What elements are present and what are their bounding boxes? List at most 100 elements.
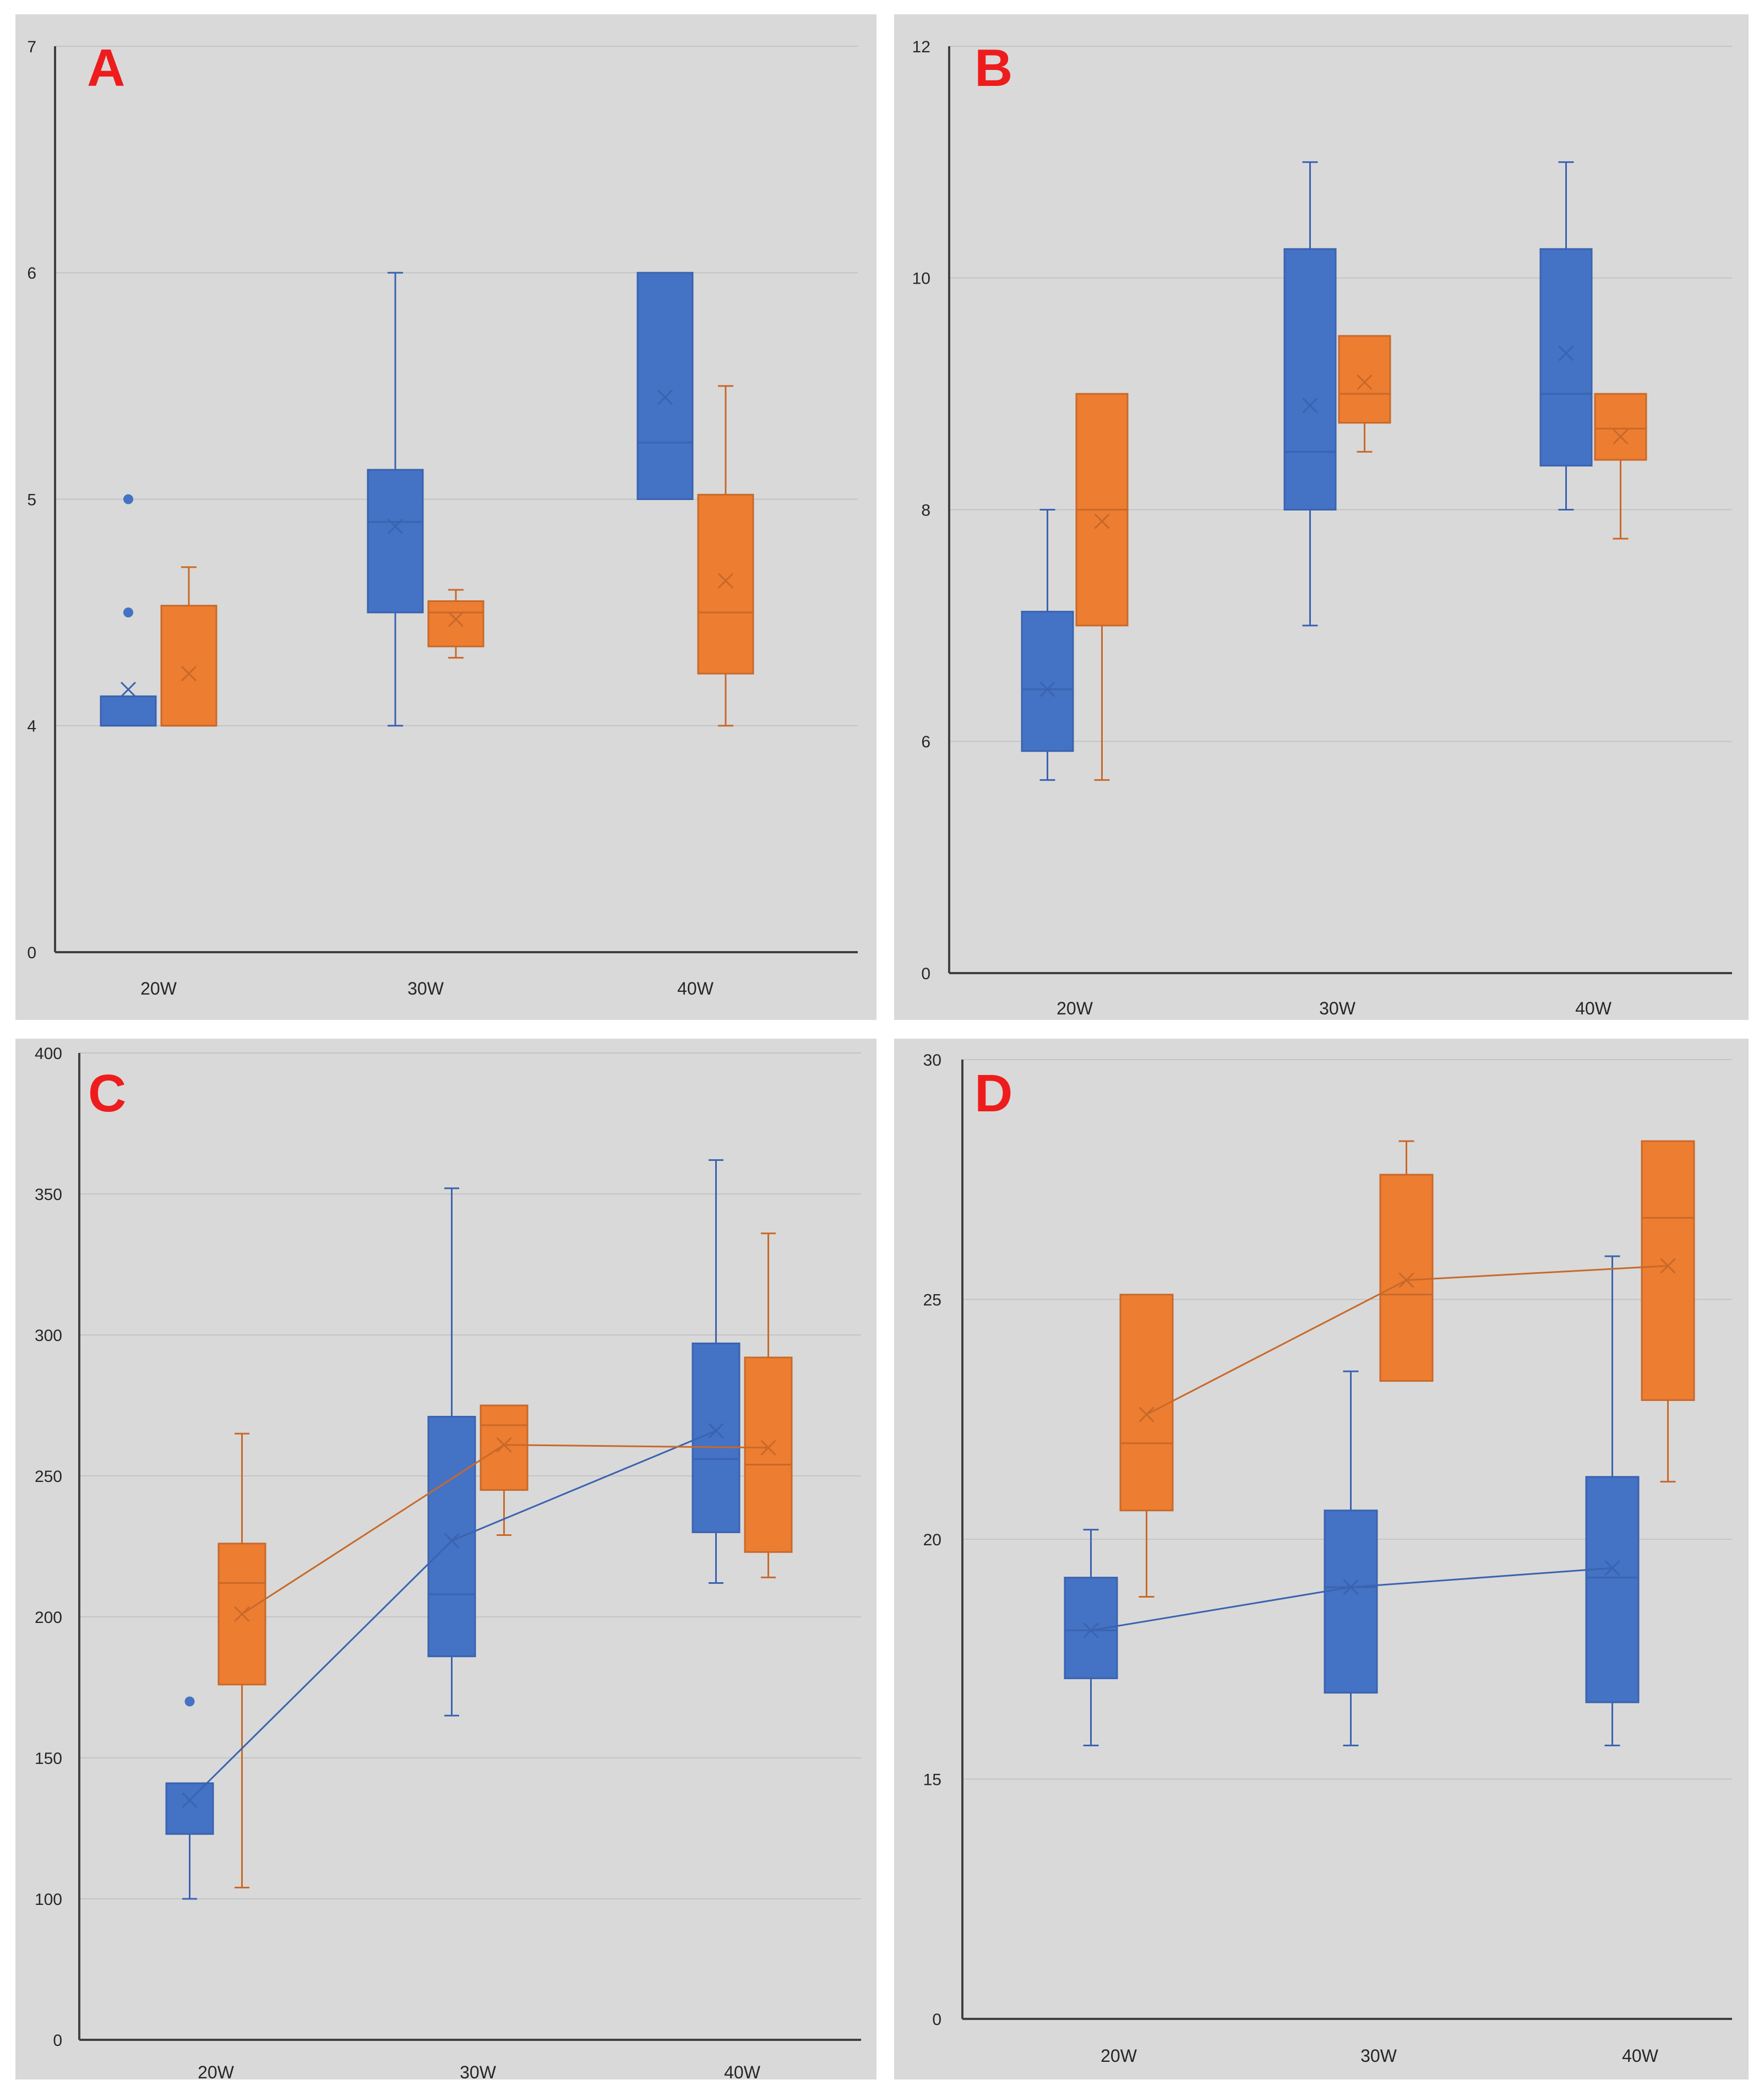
mean-marker-stroke bbox=[120, 681, 137, 698]
y-tick-label: 350 bbox=[35, 1186, 62, 1204]
y-tick-label: 20 bbox=[923, 1531, 941, 1549]
boxplot-d: 0 15 20 25 30 20W 30W 40W bbox=[923, 1051, 1732, 2066]
box bbox=[1594, 393, 1647, 461]
mean-marker bbox=[717, 573, 734, 589]
box bbox=[636, 271, 694, 500]
mean-marker-stroke bbox=[717, 573, 734, 589]
y-tick-label: 250 bbox=[35, 1468, 62, 1486]
y-tick-label: 100 bbox=[35, 1891, 62, 1909]
x-tick-label: 20W bbox=[1057, 998, 1093, 1018]
mean-marker-stroke bbox=[657, 389, 673, 405]
x-tick-label: 20W bbox=[140, 979, 177, 998]
panel-label-d: D bbox=[974, 1064, 1013, 1123]
y-tick-label: 6 bbox=[921, 733, 930, 751]
outlier-point bbox=[123, 607, 133, 618]
y-tick-label: 0 bbox=[53, 2032, 62, 2050]
outlier-point bbox=[184, 1696, 195, 1707]
x-tick-label: 30W bbox=[460, 2062, 497, 2082]
y-tick-label: 0 bbox=[921, 965, 930, 983]
mean-marker-stroke bbox=[1357, 374, 1373, 390]
mean-marker-stroke bbox=[760, 1440, 776, 1456]
box bbox=[1641, 1140, 1695, 1401]
y-tick-label: 0 bbox=[27, 944, 36, 962]
boxplot-a: 0 4 5 6 7 20W 30W 40W bbox=[27, 38, 858, 998]
x-tick-label: 30W bbox=[1319, 998, 1356, 1018]
box bbox=[744, 1356, 793, 1553]
mean-marker bbox=[1357, 374, 1373, 390]
x-tick-label: 40W bbox=[1575, 998, 1612, 1018]
box bbox=[1338, 335, 1391, 424]
mean-marker-stroke bbox=[387, 518, 404, 534]
mean-trend-line bbox=[189, 1430, 717, 1801]
y-tick-label: 30 bbox=[923, 1051, 941, 1069]
x-tick-label: 30W bbox=[1360, 2046, 1397, 2066]
box bbox=[100, 695, 157, 727]
chart-panel-d: D 0 15 20 25 30 20W 30W 40W bbox=[894, 1039, 1749, 2079]
y-tick-label: 200 bbox=[35, 1609, 62, 1627]
boxplot-c: 0 100 150 200 250 300 350 400 20W 30W 40W bbox=[35, 1045, 861, 2082]
panel-label-c: C bbox=[88, 1064, 127, 1123]
box bbox=[367, 469, 424, 613]
x-tick-label: 40W bbox=[677, 979, 714, 998]
y-tick-label: 8 bbox=[921, 501, 930, 519]
box bbox=[1379, 1174, 1434, 1382]
mean-marker-stroke bbox=[181, 666, 197, 682]
mean-trend-line bbox=[241, 1444, 769, 1615]
mean-marker bbox=[120, 681, 137, 698]
box bbox=[1539, 248, 1593, 467]
outlier-point bbox=[123, 494, 133, 504]
mean-marker bbox=[1139, 1407, 1155, 1422]
box bbox=[160, 605, 217, 727]
y-tick-label: 6 bbox=[27, 264, 36, 283]
mean-marker-stroke bbox=[1094, 513, 1110, 529]
mean-marker bbox=[1558, 345, 1574, 361]
y-tick-label: 0 bbox=[932, 2011, 941, 2029]
mean-marker bbox=[657, 389, 673, 405]
panel-label-a: A bbox=[87, 39, 126, 97]
y-tick-label: 5 bbox=[27, 491, 36, 509]
x-tick-label: 20W bbox=[1101, 2046, 1137, 2066]
mean-marker bbox=[448, 611, 464, 627]
mean-marker bbox=[1039, 681, 1055, 697]
mean-marker-stroke bbox=[1139, 1407, 1155, 1422]
chart-panel-b: B 0 6 8 10 12 20W 30W 40W bbox=[894, 14, 1749, 1020]
box bbox=[1119, 1294, 1174, 1512]
mean-marker-stroke bbox=[1613, 428, 1629, 445]
mean-marker-stroke bbox=[1558, 345, 1574, 361]
mean-trend-line bbox=[1091, 1567, 1613, 1631]
mean-marker bbox=[1094, 513, 1110, 529]
y-tick-label: 12 bbox=[912, 38, 930, 56]
mean-marker bbox=[1613, 428, 1629, 445]
box bbox=[427, 1415, 476, 1658]
box bbox=[1585, 1476, 1640, 1703]
y-tick-label: 7 bbox=[27, 38, 36, 56]
y-tick-label: 400 bbox=[35, 1045, 62, 1063]
x-tick-label: 30W bbox=[407, 979, 444, 998]
y-tick-label: 15 bbox=[923, 1771, 941, 1789]
box bbox=[427, 600, 484, 648]
x-tick-label: 40W bbox=[724, 2062, 761, 2082]
mean-marker-stroke bbox=[1039, 681, 1055, 697]
box bbox=[480, 1404, 529, 1491]
mean-marker bbox=[1302, 398, 1318, 414]
mean-marker bbox=[181, 666, 197, 682]
box bbox=[1283, 248, 1337, 511]
y-tick-label: 4 bbox=[27, 718, 36, 736]
y-tick-label: 10 bbox=[912, 270, 930, 288]
boxplot-b: 0 6 8 10 12 20W 30W 40W bbox=[912, 38, 1732, 1018]
mean-marker-stroke bbox=[448, 611, 464, 627]
mean-marker-stroke bbox=[1302, 398, 1318, 414]
y-tick-label: 150 bbox=[35, 1750, 62, 1768]
panel-label-b: B bbox=[974, 39, 1013, 97]
box bbox=[165, 1782, 214, 1835]
y-tick-label: 25 bbox=[923, 1291, 941, 1309]
box bbox=[697, 493, 754, 675]
y-tick-label: 300 bbox=[35, 1327, 62, 1345]
mean-trend-line bbox=[1146, 1265, 1668, 1415]
box bbox=[1324, 1509, 1378, 1694]
chart-panel-c: C 0 100 150 200 250 300 350 400 20W 30W 40W bbox=[15, 1039, 876, 2082]
mean-marker bbox=[387, 518, 404, 534]
box bbox=[1021, 611, 1074, 752]
mean-marker bbox=[760, 1440, 776, 1456]
x-tick-label: 20W bbox=[198, 2062, 235, 2082]
